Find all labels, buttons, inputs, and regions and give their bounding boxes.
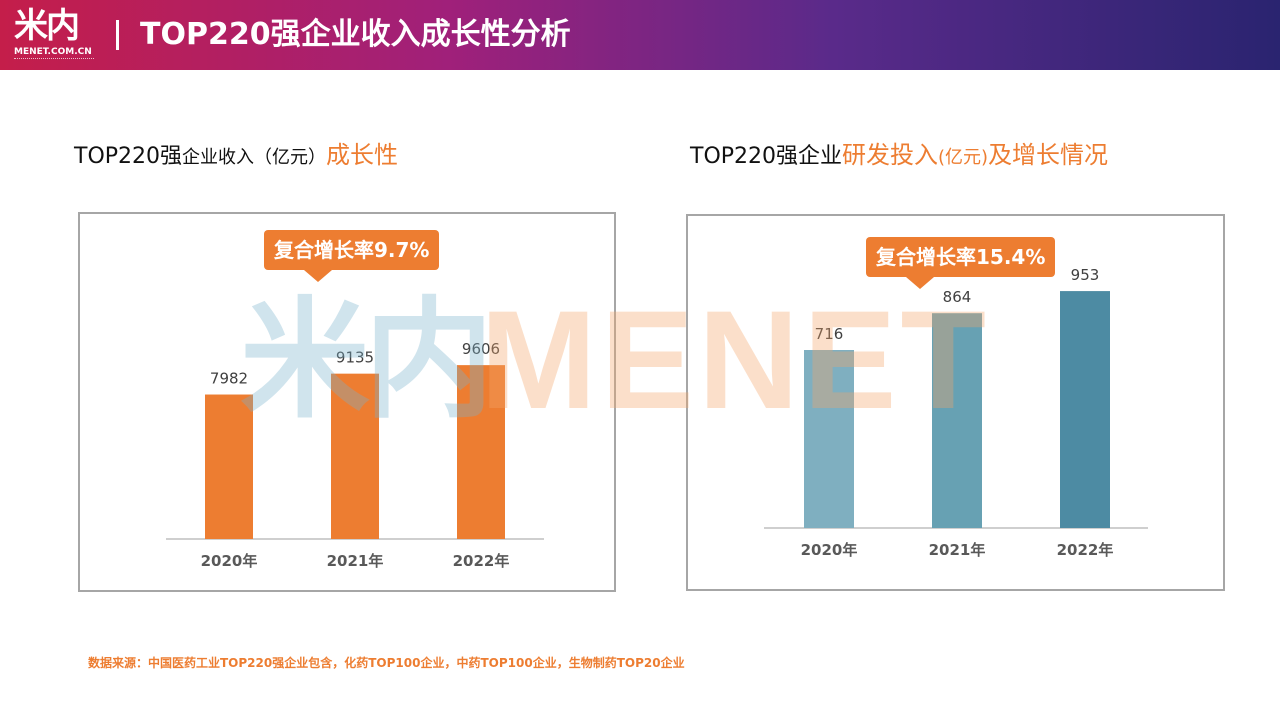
left-chart-title: TOP220强企业收入（亿元）成长性: [74, 140, 398, 173]
left-chart-title-main: TOP220强: [74, 144, 183, 169]
right-chart-title: TOP220强企业研发投入(亿元)及增长情况: [690, 140, 1108, 173]
right-chart-title-accent2: 及增长情况: [988, 141, 1109, 169]
left-growth-callout: 复合增长率9.7%: [264, 230, 440, 282]
bar: [804, 350, 854, 528]
bar: [932, 313, 982, 528]
right-chart-title-main: TOP220强企业: [690, 144, 843, 169]
data-label: 716: [815, 325, 844, 343]
right-chart-panel: 716 2020年 864 2021年 953 2022年: [686, 214, 1225, 591]
left-growth-text: 复合增长率9.7%: [274, 238, 430, 262]
right-chart-title-accent: 研发投入: [842, 141, 939, 169]
x-tick-label: 2022年: [453, 552, 510, 570]
logo-tagline: [14, 58, 94, 63]
left-chart-title-accent: 成长性: [326, 141, 399, 169]
header-divider: [116, 20, 119, 50]
revenue-bar-chart: 7982 2020年 9135 2021年 9606 2022年: [166, 340, 544, 570]
x-tick-label: 2021年: [929, 541, 986, 559]
x-tick-label: 2022年: [1057, 541, 1114, 559]
logo-domain: MENET.COM.CN: [14, 47, 92, 57]
rd-bar-chart: 716 2020年 864 2021年 953 2022年: [764, 266, 1148, 559]
right-growth-text: 复合增长率15.4%: [876, 245, 1046, 269]
callout-pointer: [906, 277, 934, 289]
data-label: 9135: [336, 349, 374, 367]
page-title: TOP220强企业收入成长性分析: [140, 17, 571, 52]
data-label: 9606: [462, 340, 500, 358]
data-label: 953: [1071, 266, 1100, 284]
right-chart-title-unit: (亿元): [938, 147, 989, 168]
bar: [1060, 291, 1110, 528]
x-tick-label: 2020年: [201, 552, 258, 570]
data-source-note: 数据来源：中国医药工业TOP220强企业包含，化药TOP100企业，中药TOP1…: [88, 656, 685, 670]
header-banner: 米内 MENET.COM.CN TOP220强企业收入成长性分析: [0, 0, 1280, 70]
data-label: 7982: [210, 370, 248, 388]
left-chart-panel: 7982 2020年 9135 2021年 9606 2022年: [78, 212, 616, 592]
callout-pointer: [304, 270, 332, 282]
bar: [331, 373, 379, 539]
x-tick-label: 2021年: [327, 552, 384, 570]
right-growth-callout: 复合增长率15.4%: [866, 237, 1056, 289]
bar: [457, 365, 505, 539]
left-chart-title-sub: 企业收入（亿元）: [182, 147, 327, 168]
bar: [205, 394, 253, 539]
logo: 米内: [14, 6, 80, 46]
data-label: 864: [943, 288, 972, 306]
x-tick-label: 2020年: [801, 541, 858, 559]
